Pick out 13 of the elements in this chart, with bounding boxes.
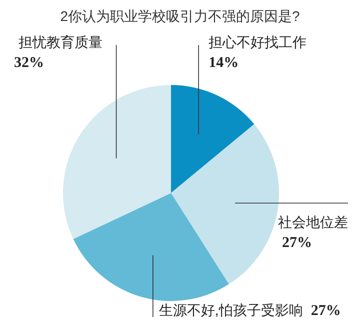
slice-label: 生源不好,怕孩子受影响 — [158, 302, 303, 318]
chart-title: 2你认为职业学校吸引力不强的原因是? — [59, 8, 301, 26]
slice-label: 社会地位差 — [278, 214, 348, 230]
pie-slice — [73, 193, 229, 301]
slice-label: 担忧教育质量 — [18, 34, 102, 50]
pie-slice — [63, 85, 171, 239]
data-label: 14% — [208, 55, 239, 71]
slice-label: 担心不好找工作 — [208, 34, 307, 50]
data-label: 27% — [310, 303, 341, 319]
data-label: 32% — [14, 55, 44, 71]
pie-slice — [171, 124, 279, 284]
pie-slice — [171, 85, 254, 193]
data-label: 27% — [282, 235, 312, 252]
